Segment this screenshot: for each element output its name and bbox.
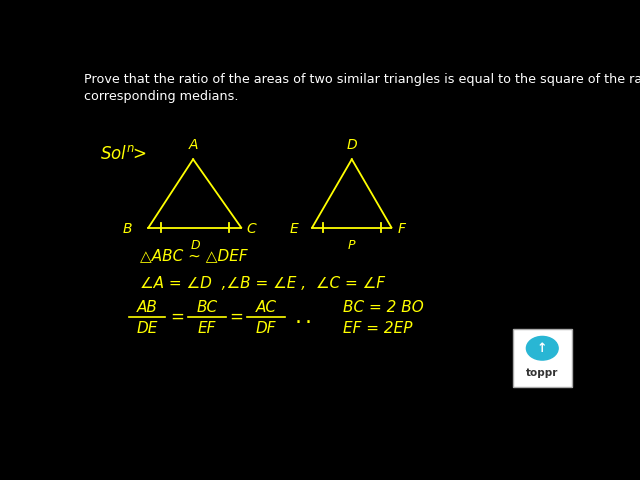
Text: toppr: toppr — [526, 368, 559, 378]
Text: Prove that the ratio of the areas of two similar triangles is equal to the squar: Prove that the ratio of the areas of two… — [84, 72, 640, 85]
Text: =: = — [229, 308, 243, 326]
Text: DF: DF — [256, 321, 276, 336]
Text: D: D — [346, 138, 357, 152]
Text: ↑: ↑ — [537, 342, 548, 355]
Text: ∠A = ∠D  ,∠B = ∠E ,  ∠C = ∠F: ∠A = ∠D ,∠B = ∠E , ∠C = ∠F — [140, 276, 385, 290]
FancyBboxPatch shape — [513, 329, 572, 386]
Text: $Sol^n\!\!>$: $Sol^n\!\!>$ — [100, 144, 147, 163]
Text: DE: DE — [136, 321, 157, 336]
Text: .: . — [295, 307, 301, 327]
Text: BC = 2 BO: BC = 2 BO — [343, 300, 424, 314]
Text: E: E — [289, 222, 298, 237]
Text: B: B — [123, 222, 132, 237]
Text: △ABC ~ △DEF: △ABC ~ △DEF — [140, 248, 247, 263]
Text: AC: AC — [255, 300, 276, 314]
Text: A: A — [188, 138, 198, 152]
Text: D: D — [190, 240, 200, 252]
Text: EF: EF — [198, 321, 216, 336]
Text: F: F — [397, 222, 406, 237]
Text: .: . — [305, 307, 312, 327]
Text: corresponding medians.: corresponding medians. — [84, 90, 239, 103]
Text: C: C — [246, 222, 257, 237]
Circle shape — [527, 336, 558, 360]
Text: BC: BC — [196, 300, 218, 314]
Text: P: P — [348, 240, 356, 252]
Text: =: = — [170, 308, 184, 326]
Text: AB: AB — [136, 300, 157, 314]
Text: EF = 2EP: EF = 2EP — [343, 321, 412, 336]
